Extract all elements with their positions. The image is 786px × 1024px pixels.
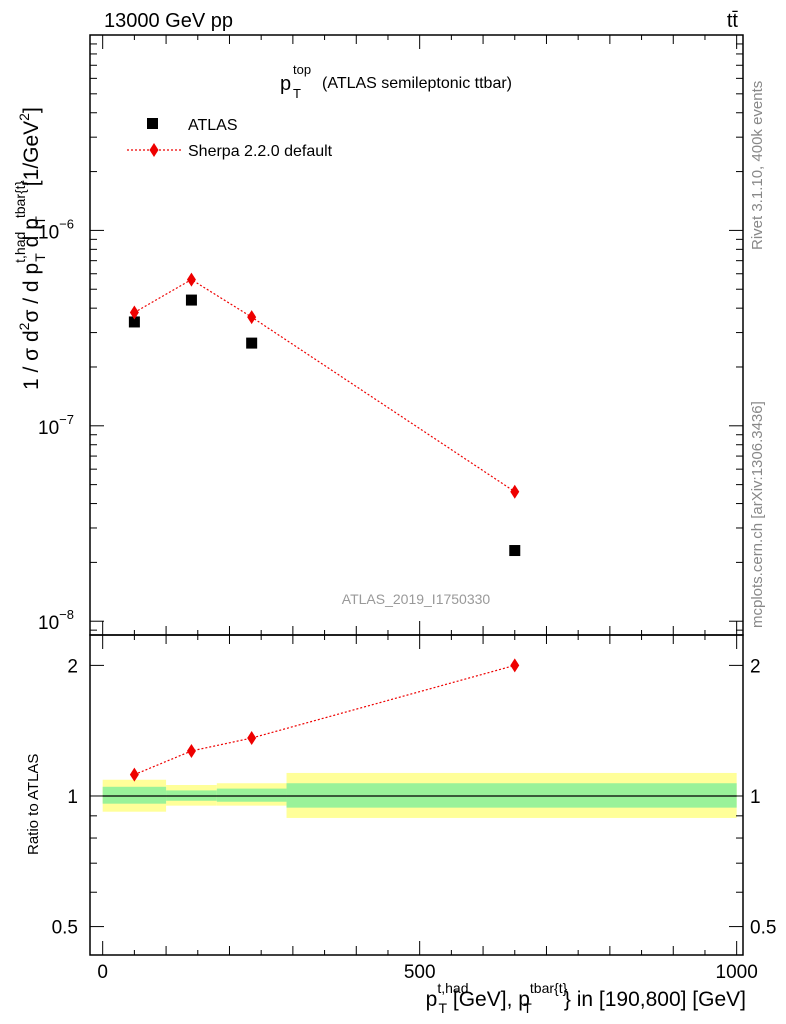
legend-sherpa-label: Sherpa 2.2.0 default — [188, 143, 333, 160]
rivet-label: Rivet 3.1.10, 400k events — [749, 81, 766, 250]
atlas-point — [185, 294, 197, 306]
ratio-y-tick-label-left: 1 — [67, 787, 78, 808]
sherpa-point — [129, 305, 139, 320]
x-tick-label: 1000 — [716, 962, 758, 983]
ratio-y-tick-label-right: 2 — [750, 656, 761, 677]
ratio-axis-ticks: 0 500 1000 0.5 0.5 1 1 2 2 — [52, 635, 776, 983]
x-tick-label: 0 — [97, 962, 108, 983]
legend-sherpa-marker — [149, 143, 159, 157]
y-tick-label: 10−6 — [38, 216, 74, 243]
atlas-point — [246, 337, 258, 349]
legend: ATLAS Sherpa 2.2.0 default — [127, 117, 333, 160]
legend-atlas-label: ATLAS — [188, 117, 238, 134]
y-tick-label: 10−7 — [38, 412, 74, 439]
sherpa-point — [247, 310, 257, 325]
chart-title: p top T (ATLAS semileptonic ttbar) — [280, 62, 512, 101]
analysis-watermark: ATLAS_2019_I1750330 — [342, 591, 491, 607]
process-label: tt̄ — [727, 10, 739, 32]
y-tick-label: 10−8 — [38, 607, 74, 634]
main-y-axis-label: 1 / σ d2σ / d pt,had T d ptbar{t}T[1/GeV2… — [12, 107, 48, 390]
ratio-data-layer — [129, 658, 520, 782]
ratio-sherpa-point — [129, 767, 139, 782]
sherpa-point — [510, 484, 520, 499]
ratio-y-axis-label: Ratio to ATLAS — [25, 754, 42, 855]
ratio-sherpa-line — [134, 664, 515, 776]
ratio-band-green — [216, 788, 287, 802]
ratio-frame — [89, 634, 744, 956]
atlas-point — [509, 545, 521, 557]
ratio-y-tick-label-right: 0.5 — [750, 918, 776, 939]
svg-text:top: top — [293, 62, 311, 77]
ratio-y-tick-label-right: 1 — [750, 787, 761, 808]
ratio-band-green — [102, 786, 167, 804]
svg-text:p: p — [280, 73, 291, 95]
svg-text:T: T — [293, 86, 301, 101]
main-axis-ticks: 10−8 10−7 10−6 — [38, 34, 743, 635]
ratio-sherpa-point — [510, 658, 520, 673]
atlas-point — [128, 316, 140, 328]
collision-label: 13000 GeV pp — [104, 10, 233, 32]
sherpa-line — [134, 278, 516, 493]
sherpa-point — [186, 272, 196, 287]
svg-text:(ATLAS semileptonic ttbar): (ATLAS semileptonic ttbar) — [322, 75, 512, 92]
mcplots-label: mcplots.cern.ch [arXiv:1306.3436] — [749, 401, 766, 628]
ratio-sherpa-point — [186, 743, 196, 758]
ratio-sherpa-point — [247, 731, 257, 746]
x-axis-label: pt,had T [GeV], ptbar{t} T} in [190,800] [… — [426, 980, 746, 1016]
ratio-y-tick-label-left: 0.5 — [52, 918, 78, 939]
legend-atlas-marker — [147, 118, 158, 129]
ratio-uncertainty-bands — [102, 772, 737, 818]
main-data-layer — [128, 272, 521, 557]
ratio-y-tick-label-left: 2 — [67, 656, 78, 677]
x-tick-label: 500 — [404, 962, 436, 983]
